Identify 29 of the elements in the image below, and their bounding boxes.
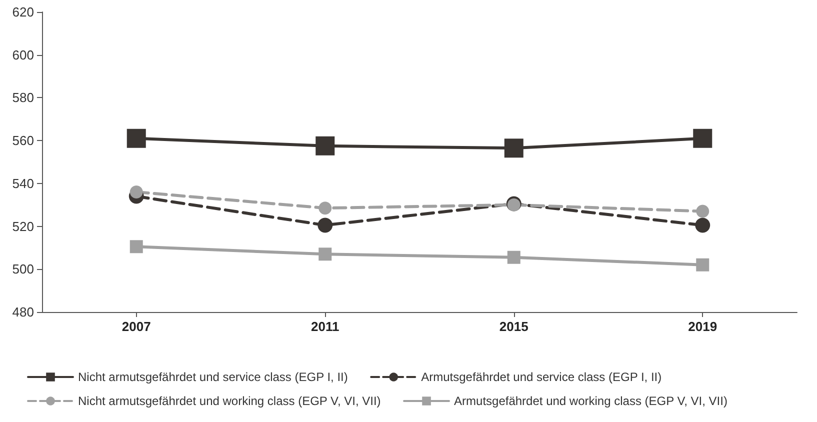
- point: [507, 250, 520, 264]
- y-tick-label: 520: [12, 218, 34, 234]
- y-tick-label: 620: [12, 4, 34, 20]
- x-tick-label: 2011: [311, 319, 340, 334]
- point: [695, 218, 710, 233]
- point: [318, 218, 333, 233]
- legend-label: Nicht armutsgefährdet und service class (EGP I, II): [78, 370, 348, 384]
- y-tick-label: 540: [12, 176, 34, 191]
- y-tick-label: 500: [12, 262, 34, 277]
- y-tick-label: 580: [12, 90, 34, 106]
- point: [696, 258, 710, 272]
- x-tick-label: 2007: [122, 319, 151, 334]
- legend-label: Nicht armutsgefährdet und working class (EGP V, VI, VII): [78, 394, 381, 408]
- y-tick-label: 480: [12, 304, 34, 320]
- point: [126, 128, 146, 148]
- point: [696, 204, 710, 218]
- point: [693, 128, 712, 148]
- point: [130, 240, 143, 254]
- y-tick-label: 560: [12, 133, 34, 148]
- point: [130, 186, 143, 198]
- legend-label: Armutsgefährdet und service class (EGP I, II): [421, 370, 662, 384]
- point: [504, 138, 524, 158]
- point: [318, 202, 332, 215]
- legend-label: Armutsgefährdet und working class (EGP V, VI, VII): [454, 394, 728, 408]
- x-tick-label: 2019: [688, 319, 718, 334]
- x-tick-label: 2015: [499, 319, 528, 334]
- point: [316, 136, 335, 156]
- point: [318, 248, 332, 261]
- y-tick-label: 600: [12, 47, 34, 62]
